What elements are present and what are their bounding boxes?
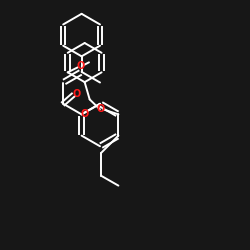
Text: O: O (80, 110, 89, 120)
Text: O: O (77, 61, 85, 71)
Text: O: O (72, 89, 80, 99)
Text: O: O (96, 104, 104, 115)
